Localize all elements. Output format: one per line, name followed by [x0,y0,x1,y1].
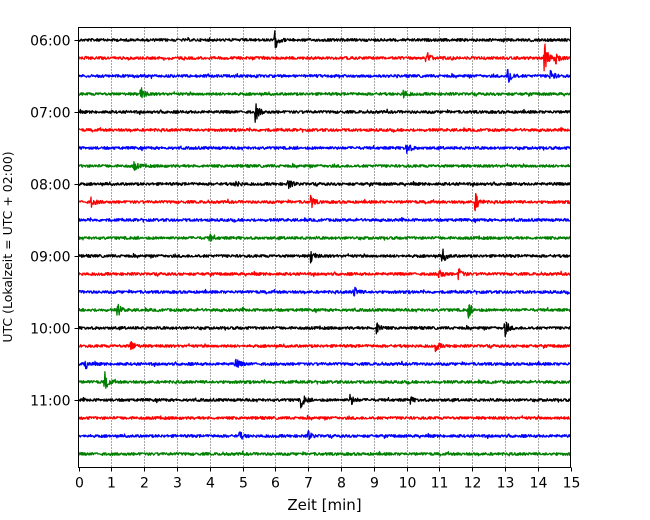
seismic-trace-11:45 [77,450,572,457]
seismic-trace-06:45 [78,87,572,99]
x-tick-label: 1 [107,476,116,492]
x-tick-label: 3 [173,476,182,492]
seismic-trace-09:00 [77,248,572,264]
seismic-trace-06:30 [77,68,572,83]
seismic-trace-06:15 [77,43,571,72]
plot-frame [78,27,571,468]
x-tick-label: 6 [271,476,280,492]
seismic-trace-10:00 [78,321,572,337]
traces [77,30,572,457]
seismic-trace-07:30 [77,144,571,154]
x-axis-title: Zeit [min] [287,496,361,514]
y-tick-label: 09:00 [30,250,70,266]
seismic-trace-07:15 [77,126,571,133]
seismic-trace-10:15 [78,340,572,353]
seismic-trace-10:45 [77,371,572,389]
seismic-trace-09:45 [77,303,571,319]
seismic-trace-08:45 [77,233,572,242]
seismic-trace-10:30 [77,358,572,370]
x-tick-label: 14 [530,476,548,492]
seismic-trace-08:30 [77,216,571,224]
y-tick-label: 10:00 [30,322,70,338]
y-tick-label: 07:00 [30,106,70,122]
x-tick-label: 8 [337,476,346,492]
seismic-trace-06:00 [77,30,571,49]
seismic-trace-11:15 [77,414,572,421]
seismic-trace-07:00 [77,103,571,123]
x-tick-label: 10 [399,476,417,492]
axis-ticks: 0 1 2 3 4 5 6 7 8 9 10 11 12 13 14 1506:0007:0008:0009:… [30,34,580,492]
seismic-trace-08:00 [77,180,572,190]
x-tick-label: 12 [464,476,482,492]
y-tick-label: 08:00 [30,178,70,194]
x-tick-label: 11 [431,476,449,492]
x-tick-label: 15 [563,476,581,492]
x-tick-label: 7 [304,476,313,492]
gridlines [111,27,539,468]
seismic-trace-11:00 [77,393,572,409]
seismic-trace-11:30 [77,430,571,440]
x-tick-label: 4 [206,476,215,492]
seismic-trace-09:15 [78,268,571,281]
x-tick-label: 0 [75,476,84,492]
seismic-trace-08:15 [77,192,571,212]
y-axis-title: UTC (Lokalzeit = UTC + 02:00) [0,151,15,342]
y-tick-label: 06:00 [30,34,70,50]
x-tick-label: 13 [497,476,515,492]
y-tick-label: 11:00 [30,394,70,410]
x-tick-label: 2 [140,476,149,492]
x-tick-label: 5 [239,476,248,492]
seismic-trace-07:45 [77,161,571,171]
x-tick-label: 9 [370,476,379,492]
seismic-trace-09:30 [78,286,571,297]
